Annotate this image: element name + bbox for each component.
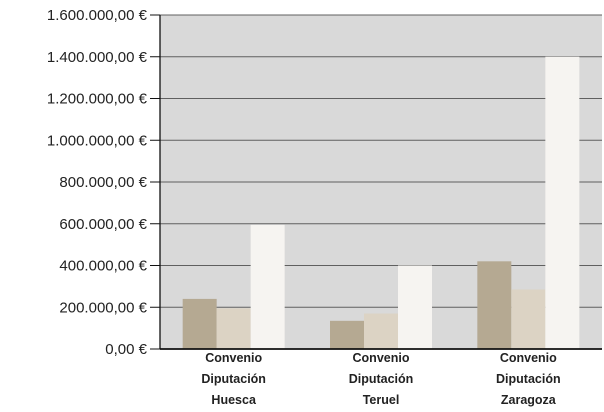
y-tick-label: 1.400.000,00 € [47, 49, 148, 66]
y-tick-label: 1.000.000,00 € [47, 132, 148, 149]
y-tick-label: 1.600.000,00 € [47, 7, 148, 24]
bar [330, 320, 364, 349]
bar [364, 313, 398, 349]
category-labels: Convenio Diputación Huesca Convenio Diputaci… [201, 351, 560, 407]
category-label: Convenio [353, 351, 410, 365]
bar [511, 289, 546, 349]
y-tick-label: 400.000,00 € [59, 258, 147, 275]
bars [182, 56, 580, 349]
category-label: Teruel [363, 393, 400, 407]
category-label: Convenio [205, 351, 262, 365]
gridlines [160, 14, 602, 308]
bar [250, 224, 285, 349]
y-tick-label: 1.200.000,00 € [47, 91, 148, 108]
bar [477, 261, 512, 349]
category-label: Zaragoza [501, 393, 557, 407]
y-tick-label: 200.000,00 € [59, 299, 147, 316]
category-label: Diputación [349, 372, 414, 386]
axes [150, 14, 602, 350]
category-label: Diputación [496, 372, 561, 386]
y-tick-label: 600.000,00 € [59, 216, 147, 233]
y-tick-label: 800.000,00 € [59, 174, 147, 191]
bar [182, 298, 217, 349]
category-label: Convenio [500, 351, 557, 365]
bar [216, 308, 251, 349]
bar [398, 265, 432, 349]
y-tick-labels: 0,00 € 200.000,00 € 400.000,00 € 600.000,00… [47, 7, 148, 358]
bar [545, 56, 580, 349]
category-label: Huesca [211, 393, 257, 407]
y-tick-label: 0,00 € [105, 341, 147, 358]
category-label: Diputación [201, 372, 266, 386]
